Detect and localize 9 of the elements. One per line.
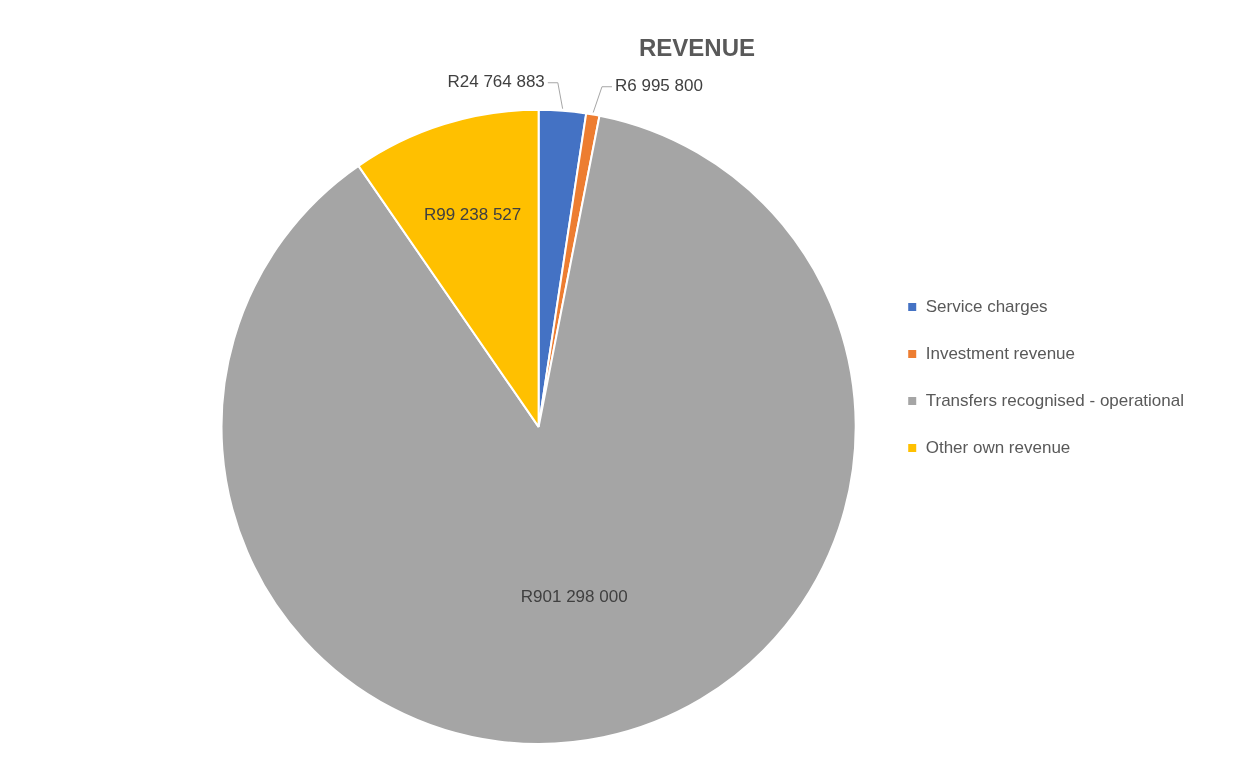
data-label: R901 298 000 bbox=[520, 587, 628, 607]
data-label: R99 238 527 bbox=[423, 204, 522, 224]
data-label: R24 764 883 bbox=[447, 72, 545, 92]
legend-label: Investment revenue bbox=[925, 343, 1076, 363]
legend-label: Service charges bbox=[925, 296, 1048, 316]
chart-title: REVENUE bbox=[638, 34, 756, 62]
legend-label: Other own revenue bbox=[925, 437, 1071, 457]
legend-label: Transfers recognised - operational bbox=[925, 390, 1184, 410]
data-label: R6 995 800 bbox=[614, 76, 703, 96]
